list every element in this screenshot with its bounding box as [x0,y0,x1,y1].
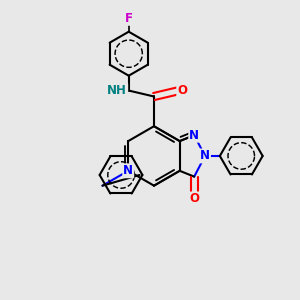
Text: NH: NH [107,84,127,97]
Text: N: N [200,149,210,162]
Text: N: N [189,129,199,142]
Text: N: N [123,164,133,177]
Text: O: O [189,192,199,206]
Text: O: O [177,84,187,97]
Text: F: F [125,12,133,25]
